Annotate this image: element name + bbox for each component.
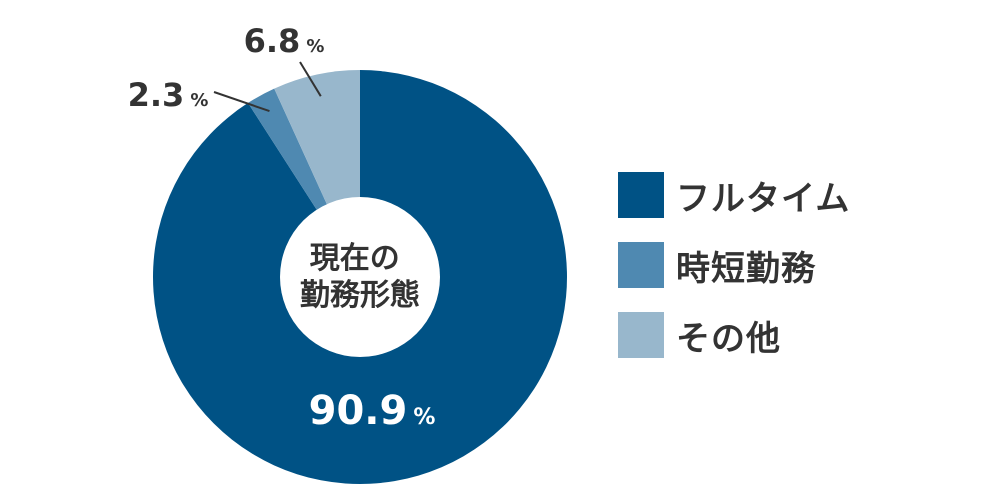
data-label-other-unit: % (306, 36, 324, 57)
legend-item-fulltime: フルタイム (618, 172, 851, 219)
data-label-fulltime-unit: % (413, 405, 435, 430)
legend-swatch-fulltime (618, 172, 664, 218)
legend-swatch-shortened (618, 242, 664, 288)
legend: フルタイム 時短勤務 その他 (618, 172, 850, 382)
data-label-other: 6.8% (244, 22, 325, 60)
legend-swatch-other (618, 312, 664, 358)
legend-item-other: その他 (618, 312, 850, 359)
data-label-fulltime: 90.9% (309, 388, 436, 434)
donut-hole (280, 197, 440, 357)
leader-line-shortened (213, 91, 270, 113)
legend-item-shortened: 時短勤務 (618, 242, 850, 289)
center-label-line-2: 勤務形態 (300, 278, 420, 313)
leader-line-other (299, 61, 322, 97)
data-label-shortened: 2.3% (128, 76, 209, 114)
legend-label-shortened: 時短勤務 (676, 248, 816, 289)
data-label-shortened-unit: % (190, 90, 208, 111)
center-label-line-1: 現在の (310, 241, 400, 276)
data-label-other-value: 6.8 (244, 22, 301, 60)
legend-label-fulltime: フルタイム (676, 178, 851, 219)
legend-label-other: その他 (676, 318, 781, 359)
data-label-shortened-value: 2.3 (128, 76, 185, 114)
data-label-fulltime-value: 90.9 (309, 388, 408, 434)
center-label: 現在の 勤務形態 (300, 241, 420, 313)
